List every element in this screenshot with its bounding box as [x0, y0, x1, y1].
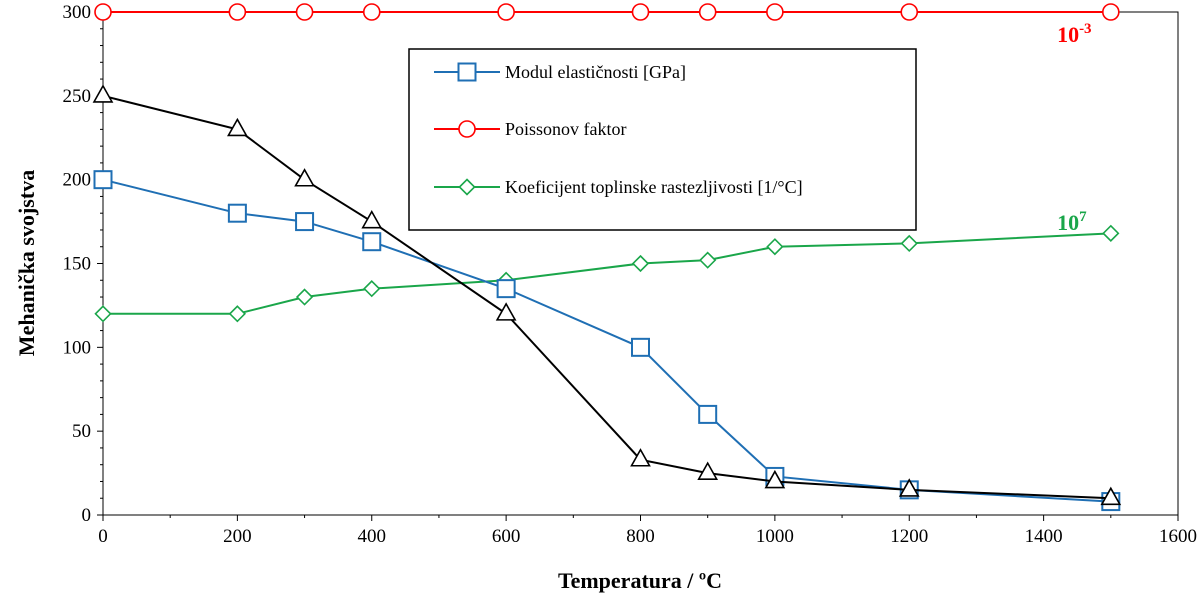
y-tick-label: 50: [72, 421, 91, 442]
data-point: [698, 3, 717, 21]
data-point: [631, 254, 650, 273]
data-point: [227, 203, 247, 223]
data-point: [295, 212, 315, 232]
data-point: [1100, 486, 1122, 506]
legend: Modul elastičnosti [GPa] Poissonov faktor…: [408, 48, 917, 231]
x-tick-label: 1200: [890, 526, 928, 547]
data-point: [92, 84, 114, 103]
scale-annotation: 10-3: [1057, 21, 1092, 47]
data-point: [766, 3, 784, 21]
data-point: [1102, 3, 1120, 21]
series-unnamed-triangle: [92, 84, 1122, 506]
data-point: [295, 3, 314, 21]
series-poissonov: [94, 3, 1120, 21]
data-point: [496, 279, 516, 299]
data-point: [497, 3, 515, 21]
x-tick-label: 0: [98, 526, 108, 547]
x-tick-label: 200: [223, 526, 252, 547]
x-tick-label: 1600: [1159, 526, 1197, 547]
series-line: [102, 94, 1111, 500]
annotation-base: 10: [1057, 22, 1079, 47]
data-point: [698, 404, 718, 424]
data-point: [495, 302, 517, 321]
scale-annotation: 107: [1057, 209, 1087, 235]
data-point: [900, 3, 919, 21]
series-koeficijent: [94, 224, 1120, 323]
annotation-base: 10: [1057, 210, 1079, 235]
series-line: [103, 232, 1111, 315]
legend-marker: [458, 178, 476, 196]
data-point: [764, 469, 786, 489]
data-point: [227, 117, 248, 137]
series-layer: [92, 3, 1122, 512]
data-point: [94, 305, 112, 323]
annotation-exponent: 7: [1079, 209, 1087, 225]
data-point: [362, 3, 381, 21]
y-tick-label: 250: [63, 86, 92, 107]
x-tick-label: 1400: [1025, 526, 1063, 547]
data-point: [93, 170, 113, 190]
y-tick-label: 0: [82, 505, 92, 526]
series-line: [102, 178, 1111, 503]
data-point: [699, 251, 717, 269]
x-axis-title: Temperatura / ºC: [558, 568, 722, 593]
data-point: [630, 448, 651, 467]
data-point: [898, 478, 920, 497]
axes: 0 200 400 600 800 1000 1200 1400 1600 0 50 100 150 20…: [63, 2, 1198, 547]
data-point: [697, 461, 719, 480]
legend-marker: [457, 62, 477, 82]
y-tick-label: 300: [63, 2, 92, 23]
legend-label: Koeficijent toplinske rastezljivosti [1/…: [505, 177, 803, 197]
legend-label: Poissonov faktor: [505, 119, 627, 139]
data-point: [631, 337, 650, 357]
x-tick-label: 400: [358, 526, 387, 547]
y-tick-label: 200: [63, 170, 92, 191]
data-point: [295, 288, 314, 306]
legend-label: Modul elastičnosti [GPa]: [505, 62, 686, 82]
data-point: [228, 3, 247, 21]
legend-box: [408, 48, 917, 231]
data-point: [294, 168, 315, 187]
data-point: [363, 280, 381, 298]
data-point: [94, 3, 112, 21]
x-tick-label: 800: [626, 526, 655, 547]
data-point: [361, 210, 383, 229]
x-tick-label: 600: [492, 526, 521, 547]
data-point: [228, 305, 247, 323]
annotation-exponent: -3: [1079, 21, 1092, 37]
legend-marker: [458, 120, 476, 138]
data-point: [900, 234, 918, 253]
data-point: [631, 3, 650, 21]
data-point: [362, 232, 382, 252]
y-tick-label: 100: [63, 337, 92, 358]
x-tick-label: 1000: [756, 526, 794, 547]
y-axis-title: Mehanička svojstva: [14, 170, 39, 356]
data-point: [766, 238, 784, 256]
y-tick-label: 150: [63, 254, 92, 275]
data-point: [1102, 224, 1120, 242]
